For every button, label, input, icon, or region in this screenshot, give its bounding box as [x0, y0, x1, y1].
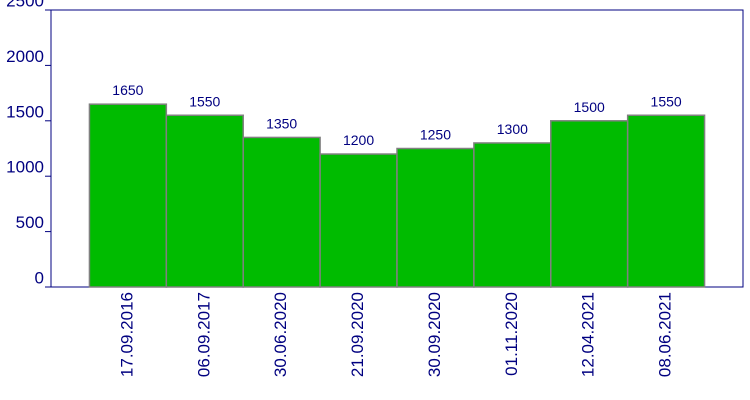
bar	[242, 136, 321, 288]
x-tick-label: 06.09.2017	[194, 292, 213, 377]
y-tick-label: 500	[16, 213, 44, 232]
bar	[88, 103, 168, 288]
x-tick-label: 30.06.2020	[271, 292, 290, 377]
y-tick-label: 2000	[6, 47, 44, 66]
y-tick-label: 2500	[6, 0, 44, 10]
bar	[396, 147, 475, 288]
value-label: 1350	[266, 115, 297, 131]
x-tick-label: 30.09.2020	[425, 292, 444, 377]
bar	[550, 120, 629, 288]
x-tick-label: 21.09.2020	[348, 292, 367, 377]
value-label: 1300	[497, 121, 528, 137]
value-label: 1550	[651, 93, 682, 109]
x-tick-label: 08.06.2021	[656, 292, 675, 377]
value-label: 1250	[420, 127, 451, 143]
bar	[473, 142, 552, 288]
y-tick-label: 1500	[6, 102, 44, 121]
x-tick-label: 12.04.2021	[579, 292, 598, 377]
value-label: 1500	[574, 99, 605, 115]
y-tick-label: 0	[35, 268, 44, 287]
bar	[165, 114, 244, 288]
y-tick-label: 1000	[6, 158, 44, 177]
value-label: 1550	[189, 93, 220, 109]
bar	[319, 153, 398, 288]
x-tick-label: 01.11.2020	[502, 292, 521, 376]
value-label: 1650	[112, 82, 143, 98]
x-tick-label: 17.09.2016	[117, 292, 136, 377]
value-label: 1200	[343, 132, 374, 148]
bar	[626, 114, 706, 288]
